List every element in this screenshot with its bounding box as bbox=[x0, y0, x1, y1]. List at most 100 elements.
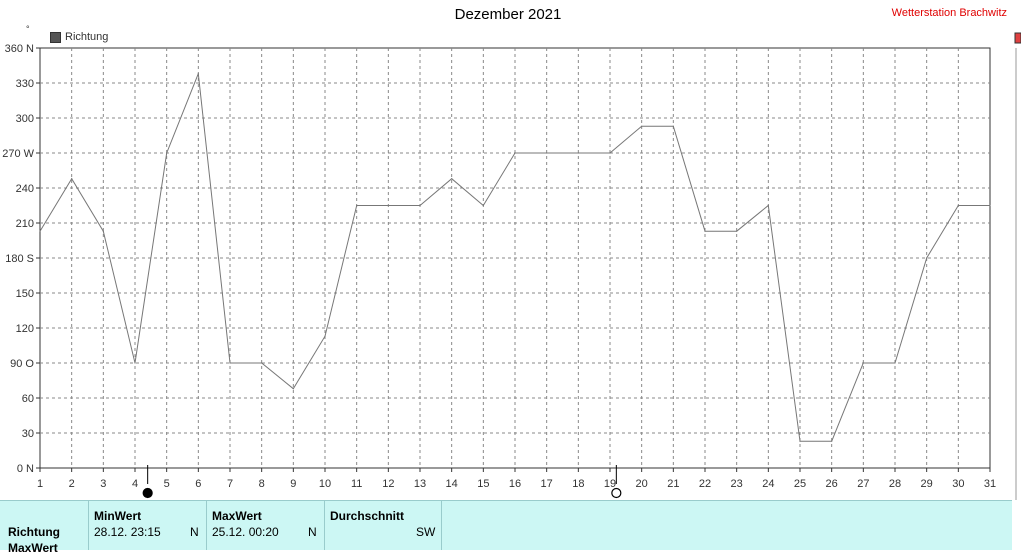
y-tick-label: 210 bbox=[16, 218, 34, 230]
y-tick-label: 360 N bbox=[5, 43, 34, 55]
data-point bbox=[261, 362, 263, 364]
legend-swatch bbox=[50, 31, 61, 43]
summary-max-dir: N bbox=[308, 525, 317, 539]
x-tick-label: 15 bbox=[477, 478, 489, 490]
x-tick-label: 24 bbox=[762, 478, 774, 490]
data-point bbox=[514, 152, 516, 154]
summary-row-label-col: Richtung MaxWert bbox=[0, 501, 89, 555]
data-point bbox=[292, 388, 294, 390]
data-point bbox=[799, 440, 801, 442]
data-point bbox=[102, 230, 104, 232]
data-point bbox=[134, 362, 136, 364]
data-point bbox=[736, 230, 738, 232]
degree-symbol: ° bbox=[26, 24, 30, 34]
y-tick-label: 30 bbox=[22, 428, 34, 440]
x-tick-label: 17 bbox=[541, 478, 553, 490]
x-tick-label: 21 bbox=[667, 478, 679, 490]
x-tick-label: 18 bbox=[572, 478, 584, 490]
data-point bbox=[324, 335, 326, 337]
data-point bbox=[577, 152, 579, 154]
x-tick-label: 7 bbox=[227, 478, 233, 490]
data-point bbox=[229, 362, 231, 364]
x-tick-label: 10 bbox=[319, 478, 331, 490]
summary-avg-col: Durchschnitt SW bbox=[324, 501, 442, 550]
summary-row-label: Richtung bbox=[8, 525, 60, 539]
y-tick-label: 0 N bbox=[17, 463, 34, 475]
data-point bbox=[71, 178, 73, 180]
x-tick-label: 11 bbox=[351, 478, 362, 490]
full-moon-icon bbox=[611, 487, 622, 499]
summary-min-dir: N bbox=[190, 525, 199, 539]
x-tick-label: 4 bbox=[132, 478, 138, 490]
y-tick-label: 270 W bbox=[2, 148, 34, 160]
y-tick-label: 60 bbox=[22, 393, 34, 405]
x-tick-label: 5 bbox=[164, 478, 170, 490]
x-tick-label: 29 bbox=[921, 478, 933, 490]
data-point bbox=[451, 178, 453, 180]
summary-max-value: 25.12. 00:20 bbox=[212, 525, 279, 539]
data-point bbox=[609, 152, 611, 154]
x-tick-label: 3 bbox=[100, 478, 106, 490]
data-point bbox=[704, 230, 706, 232]
data-point bbox=[672, 125, 674, 127]
x-tick-label: 14 bbox=[446, 478, 458, 490]
legend-label: Richtung bbox=[65, 31, 109, 43]
data-point bbox=[356, 204, 358, 207]
station-name: Wetterstation Brachwitz bbox=[891, 7, 1007, 19]
x-tick-label: 22 bbox=[699, 478, 711, 490]
right-marker-red bbox=[1014, 32, 1021, 44]
x-tick-label: 9 bbox=[290, 478, 296, 490]
chart-title: Dezember 2021 bbox=[454, 6, 562, 23]
x-tick-label: 12 bbox=[382, 478, 394, 490]
data-point bbox=[926, 257, 928, 259]
x-tick-label: 20 bbox=[636, 478, 648, 490]
x-tick-label: 27 bbox=[857, 478, 869, 490]
x-tick-label: 31 bbox=[984, 478, 996, 490]
data-point bbox=[767, 204, 769, 207]
y-tick-label: 330 bbox=[16, 78, 34, 90]
summary-row-label-2: MaxWert bbox=[8, 541, 58, 555]
x-tick-label: 16 bbox=[509, 478, 521, 490]
data-point bbox=[546, 152, 548, 154]
y-tick-label: 240 bbox=[16, 183, 34, 195]
data-point bbox=[482, 204, 484, 207]
data-point bbox=[166, 152, 168, 154]
y-tick-label: 180 S bbox=[5, 253, 34, 265]
summary-min-value: 28.12. 23:15 bbox=[94, 525, 161, 539]
summary-min-col: MinWert 28.12. 23:15 N bbox=[88, 501, 207, 550]
x-tick-label: 1 bbox=[37, 478, 43, 490]
new-moon-icon bbox=[142, 487, 153, 499]
x-tick-label: 30 bbox=[952, 478, 964, 490]
y-tick-label: 150 bbox=[16, 288, 34, 300]
x-tick-label: 6 bbox=[195, 478, 201, 490]
data-point bbox=[197, 73, 199, 75]
data-point bbox=[862, 362, 864, 364]
x-tick-label: 25 bbox=[794, 478, 806, 490]
data-point bbox=[419, 204, 421, 207]
x-tick-label: 28 bbox=[889, 478, 901, 490]
summary-panel: Richtung MaxWert MinWert 28.12. 23:15 N … bbox=[0, 500, 1012, 555]
x-tick-label: 13 bbox=[414, 478, 426, 490]
data-point bbox=[831, 440, 833, 442]
x-tick-label: 19 bbox=[604, 478, 616, 490]
data-point bbox=[387, 204, 389, 207]
legend[interactable]: Richtung bbox=[50, 31, 108, 43]
y-tick-label: 300 bbox=[16, 113, 34, 125]
y-tick-label: 120 bbox=[16, 323, 34, 335]
data-point bbox=[989, 204, 991, 207]
data-point bbox=[957, 204, 959, 207]
x-tick-label: 2 bbox=[69, 478, 75, 490]
data-point bbox=[641, 125, 643, 127]
summary-max-col: MaxWert 25.12. 00:20 N bbox=[206, 501, 325, 550]
data-point bbox=[894, 362, 896, 364]
summary-min-head: MinWert bbox=[94, 509, 142, 523]
x-tick-label: 23 bbox=[731, 478, 743, 490]
y-tick-label: 90 O bbox=[10, 358, 34, 370]
data-point bbox=[39, 230, 41, 232]
summary-avg-dir: SW bbox=[416, 525, 436, 539]
x-tick-label: 8 bbox=[259, 478, 265, 490]
summary-avg-head: Durchschnitt bbox=[330, 509, 405, 523]
x-tick-label: 26 bbox=[826, 478, 838, 490]
summary-max-head: MaxWert bbox=[212, 509, 262, 523]
